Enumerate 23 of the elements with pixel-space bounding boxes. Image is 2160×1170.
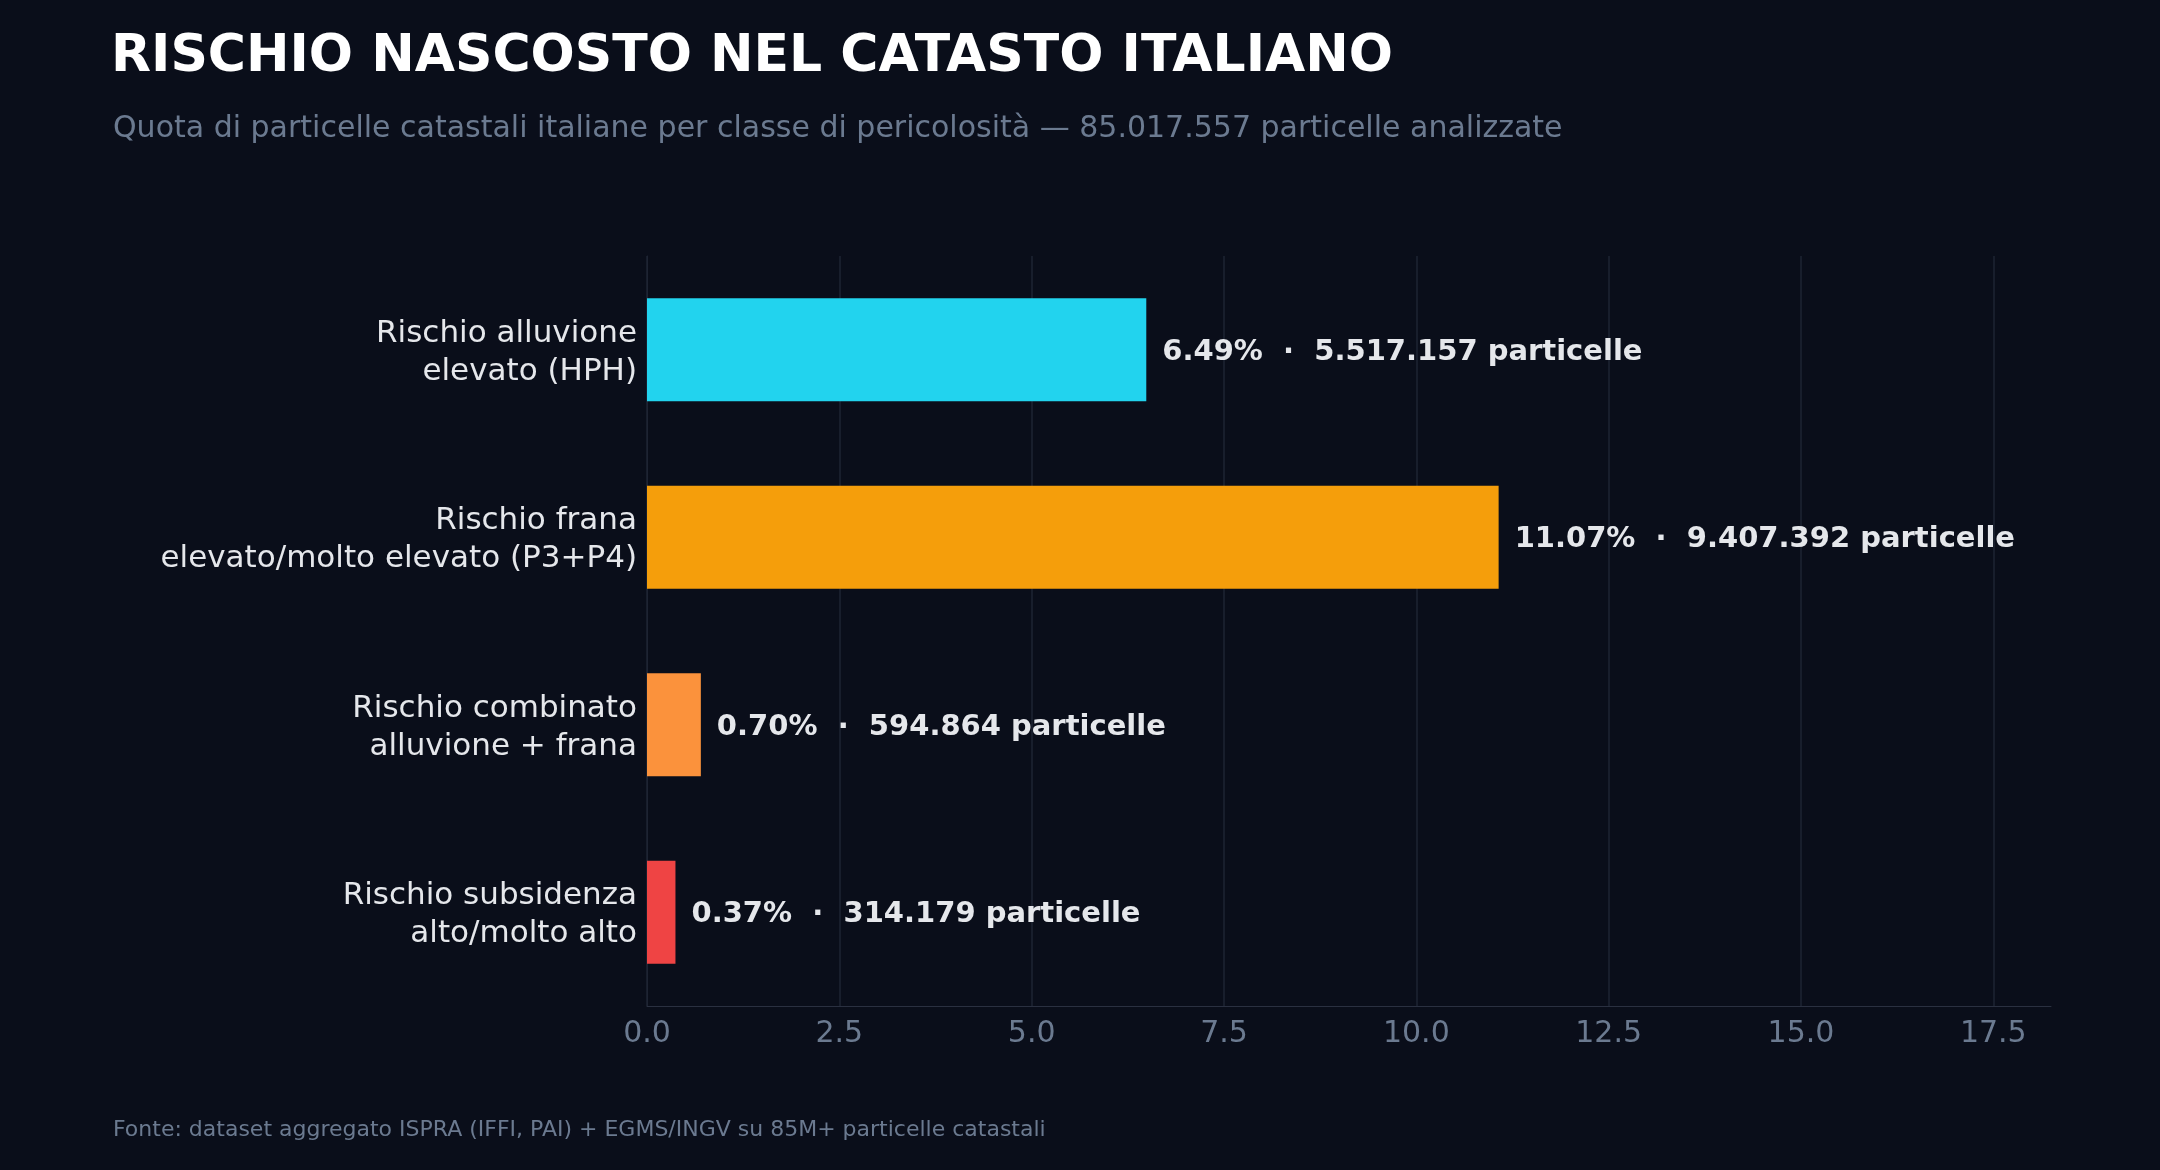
source-note: Fonte: dataset aggregato ISPRA (IFFI, PAI) + EGMS/INGV su 85M+ particelle catastali <box>113 1115 1046 1141</box>
y-tick-label: Rischio alluvione elevato (HPH) <box>376 312 637 387</box>
bar <box>647 673 701 777</box>
data-label: 11.07% · 9.407.392 particelle <box>1514 520 2016 555</box>
bar <box>647 860 676 964</box>
x-tick-label: 17.5 <box>1959 1013 2027 1049</box>
chart-subtitle: Quota di particelle catastali italiane per classe di pericolosità — 85.017.557 particelle analizzate <box>113 108 1563 144</box>
x-tick-label: 15.0 <box>1767 1013 1835 1049</box>
y-tick-label: Rischio frana elevato/molto elevato (P3+P4) <box>160 500 637 575</box>
bar <box>647 298 1147 402</box>
data-label: 6.49% · 5.517.157 particelle <box>1162 332 1643 367</box>
y-tick-label: Rischio subsidenza alto/molto alto <box>342 875 637 950</box>
x-tick-label: 12.5 <box>1575 1013 1643 1049</box>
bar <box>647 485 1499 589</box>
x-tick-label: 7.5 <box>1200 1013 1248 1049</box>
x-tick-label: 0.0 <box>623 1013 671 1049</box>
chart-title: RISCHIO NASCOSTO NEL CATASTO ITALIANO <box>111 23 1394 83</box>
x-tick-label: 5.0 <box>1007 1013 1056 1049</box>
data-label: 0.70% · 594.864 particelle <box>716 707 1166 742</box>
x-tick-label: 2.5 <box>815 1013 864 1049</box>
data-label: 0.37% · 314.179 particelle <box>691 895 1141 930</box>
x-tick-label: 10.0 <box>1382 1013 1450 1049</box>
y-tick-label: Rischio combinato alluvione + frana <box>352 687 637 762</box>
